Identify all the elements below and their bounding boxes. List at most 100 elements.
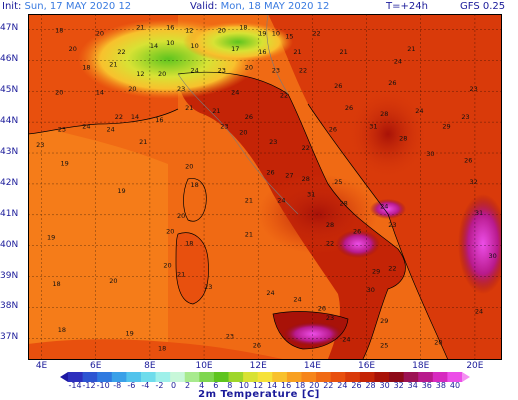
temperature-value: 22 [117, 48, 125, 56]
longitude-label: 14E [303, 361, 321, 371]
temperature-value: 16 [166, 23, 174, 31]
lat-lon-grid [28, 14, 502, 360]
temperature-value: 26 [329, 125, 337, 133]
longitude-label: 6E [89, 361, 102, 371]
temperature-value: 26 [388, 79, 396, 87]
latitude-label: 44N [0, 116, 19, 127]
colorbar-tick-label: 8 [227, 381, 233, 390]
colorbar-swatch [243, 372, 259, 382]
colorbar-swatch [403, 372, 419, 382]
temperature-value: 28 [302, 175, 310, 183]
longitude-label: 18E [412, 361, 430, 371]
colorbar-tick-label: 2 [185, 381, 191, 390]
temperature-value: 26 [245, 113, 253, 121]
colorbar-swatch [389, 372, 405, 382]
colorbar-tick-label: -4 [141, 381, 150, 390]
colorbar-swatch [272, 372, 288, 382]
temperature-value: 24 [266, 289, 274, 297]
colorbar-swatch [155, 372, 171, 382]
temperature-value: 25 [334, 178, 342, 186]
longitude-label: 8E [144, 361, 156, 371]
temperature-value: 20 [158, 70, 166, 78]
borders [177, 14, 299, 215]
temperature-value: 21 [185, 104, 193, 112]
temperature-value: 18 [191, 181, 199, 189]
colorbar-tick-label: 34 [407, 381, 418, 390]
colorbar-tick-label: 20 [309, 381, 320, 390]
temperature-value: 10 [272, 30, 280, 38]
temperature-value: 23 [326, 314, 334, 322]
temperature-value: 24 [82, 122, 90, 130]
longitude-label: 4E [35, 361, 48, 371]
temperature-value: 20 [163, 261, 171, 269]
forecast-step: T=+24h [386, 1, 428, 12]
model-name: GFS 0.25 [460, 1, 506, 12]
temperature-value: 20 [69, 45, 77, 53]
longitude-label: 10E [195, 361, 213, 371]
temperature-value: 19 [126, 329, 134, 337]
temperature-value: 23 [58, 125, 66, 133]
temperature-value: 22 [302, 144, 310, 152]
temperature-value: 18 [158, 345, 166, 353]
temperature-value: 20 [166, 227, 174, 235]
colorbar-tick-label: 38 [435, 381, 446, 390]
colorbar-tick-label: 12 [252, 381, 264, 390]
temperature-value: 26 [464, 156, 472, 164]
temperature-value: 26 [318, 305, 326, 313]
colorbar-swatch [257, 372, 273, 382]
temperature-value: 12 [185, 27, 193, 35]
colorbar-title: 2m Temperature [C] [198, 389, 320, 400]
longitude-label: 12E [249, 361, 267, 371]
temperature-value: 30 [489, 252, 497, 260]
temperature-value: 26 [266, 169, 274, 177]
temperature-value: 23 [36, 141, 44, 149]
colorbar-tick-label: 4 [199, 381, 205, 390]
land-corsica [183, 178, 207, 222]
temperature-value: 21 [136, 23, 144, 31]
colorbar-swatch [97, 372, 113, 382]
init-key: Init: [2, 1, 22, 12]
temperature-value: 12 [136, 70, 144, 78]
temperature-value: 24 [380, 203, 388, 211]
colorbar-swatch [359, 372, 375, 382]
temperature-value: 18 [82, 64, 90, 72]
temperature-value: 21 [177, 271, 185, 279]
temperature-value: 24 [107, 125, 115, 133]
temperature-value: 20 [109, 277, 117, 285]
temperature-value: 20 [55, 88, 63, 96]
temperature-value: 23 [226, 332, 234, 340]
colorbar-tick-label: 40 [449, 381, 461, 390]
temperature-value: 20 [177, 212, 185, 220]
temperature-value: 31 [475, 209, 483, 217]
colorbar-swatch [316, 372, 332, 382]
temperature-value: 16 [258, 48, 266, 56]
temperature-value: 22 [280, 91, 288, 99]
temperature-value: 21 [340, 48, 348, 56]
temperature-value: 31 [307, 190, 315, 198]
temperature-value: 23 [218, 67, 226, 75]
temperature-value: 20 [245, 64, 253, 72]
temperature-value: 17 [231, 45, 239, 53]
colorbar-swatch [228, 372, 244, 382]
temperature-value: 20 [239, 129, 247, 137]
valid-value: Mon, 18 MAY 2020 12 [220, 1, 330, 12]
colorbar-tick-label: 26 [351, 381, 362, 390]
temperature-value: 26 [353, 227, 361, 235]
temperature-value: 18 [185, 240, 193, 248]
temperature-value: 10 [166, 39, 174, 47]
temperature-value: 24 [277, 196, 285, 204]
temperature-value: 32 [470, 178, 478, 186]
colorbar-tick-label: 28 [365, 381, 376, 390]
temperature-value: 30 [367, 286, 375, 294]
colorbar-swatch [432, 372, 448, 382]
temperature-value: 29 [442, 122, 450, 130]
colorbar-swatch [286, 372, 302, 382]
temperature-value: 16 [155, 116, 163, 124]
temperature-value: 22 [312, 30, 320, 38]
land-north-africa [28, 339, 288, 360]
longitude-label: 20E [466, 361, 484, 371]
temperature-value: 25 [380, 342, 388, 350]
colorbar-tick-label: -8 [113, 381, 122, 390]
colorbar-swatch [68, 372, 83, 382]
colorbar-swatch [82, 372, 98, 382]
